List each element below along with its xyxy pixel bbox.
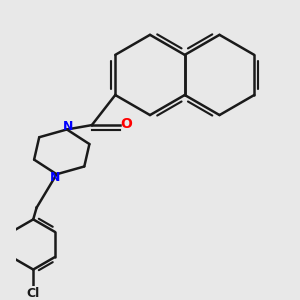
Text: N: N bbox=[50, 171, 60, 184]
Text: Cl: Cl bbox=[27, 287, 40, 300]
Text: O: O bbox=[120, 117, 132, 131]
Text: N: N bbox=[63, 120, 74, 133]
